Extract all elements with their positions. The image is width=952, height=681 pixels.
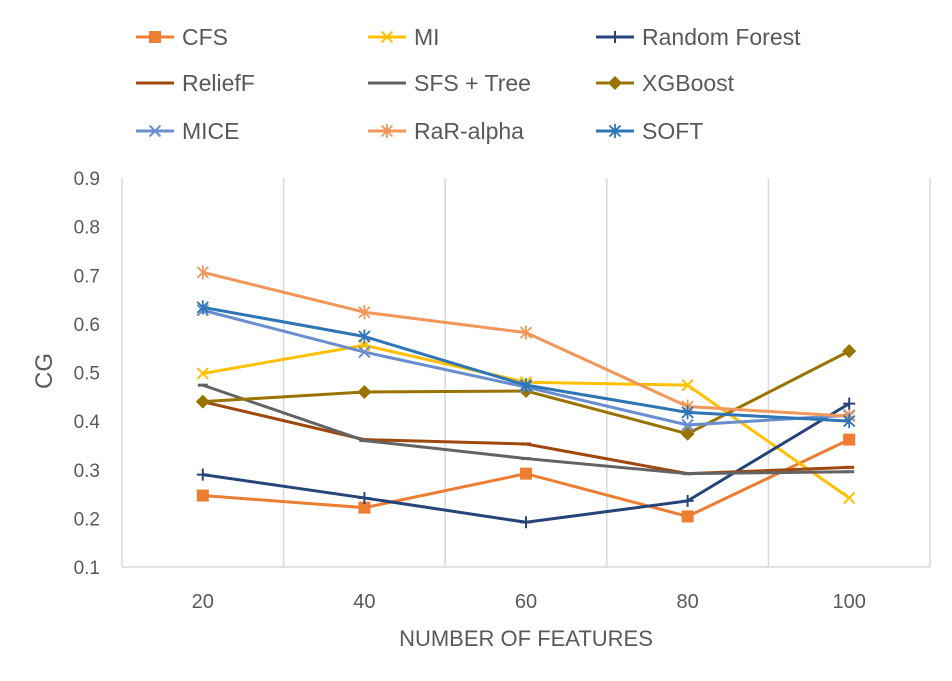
y-tick-label: 0.5 xyxy=(74,364,100,385)
data-point-marker xyxy=(843,397,856,410)
data-point-marker xyxy=(196,367,210,380)
data-point-marker xyxy=(681,405,694,420)
data-point-marker xyxy=(842,491,856,505)
y-tick-label: 0.7 xyxy=(74,266,100,287)
data-point-marker xyxy=(358,501,371,514)
series-cfs xyxy=(196,433,856,523)
data-point-marker xyxy=(681,378,694,392)
data-point-marker xyxy=(681,494,694,507)
data-point-marker xyxy=(843,414,856,429)
y-axis-title: CG xyxy=(31,353,58,389)
series-line xyxy=(202,305,850,423)
y-tick-label: 0.4 xyxy=(74,412,101,433)
series-relieff xyxy=(197,400,855,476)
legend-label: XGBoost xyxy=(642,70,735,96)
data-point-marker xyxy=(196,265,209,280)
data-point-marker xyxy=(358,305,371,320)
data-point-marker xyxy=(358,491,371,504)
data-point-marker xyxy=(608,124,622,138)
x-tick-label: 60 xyxy=(515,591,537,613)
data-point-marker xyxy=(380,124,394,138)
data-point-marker xyxy=(357,384,372,399)
data-point-marker xyxy=(609,31,621,43)
series-random-forest xyxy=(196,397,856,529)
data-point-marker xyxy=(380,30,394,44)
legend-item: MICE xyxy=(136,118,240,144)
x-axis-title: NUMBER OF FEATURES xyxy=(399,626,653,651)
data-point-marker xyxy=(842,344,857,359)
legend-item: CFS xyxy=(136,24,228,50)
series-soft xyxy=(196,300,856,429)
data-point-marker xyxy=(681,510,694,523)
legend: CFS MI Random Forest ReliefF SFS + Tree XGBoo… xyxy=(136,24,801,144)
y-tick-label: 0.1 xyxy=(74,558,100,579)
series-layer xyxy=(195,265,857,529)
data-point-marker xyxy=(608,76,622,90)
legend-item: MI xyxy=(368,24,440,50)
data-point-marker xyxy=(195,394,210,409)
data-point-marker xyxy=(843,433,856,446)
legend-label: RaR-alpha xyxy=(414,118,524,144)
data-point-marker xyxy=(519,378,533,393)
data-point-marker xyxy=(680,426,695,441)
legend-label: MICE xyxy=(182,118,240,144)
legend-item: ReliefF xyxy=(136,70,255,96)
legend-item: SOFT xyxy=(596,118,703,144)
data-point-marker xyxy=(520,467,532,480)
y-tick-label: 0.2 xyxy=(74,509,100,530)
y-tick-label: 0.9 xyxy=(74,169,100,190)
legend-label: CFS xyxy=(182,24,228,50)
data-point-marker xyxy=(520,516,532,529)
x-tick-label: 80 xyxy=(676,591,698,613)
y-tick-label: 0.3 xyxy=(74,461,100,482)
legend-item: SFS + Tree xyxy=(368,70,531,96)
legend-item: Random Forest xyxy=(596,24,801,50)
y-tick-label: 0.6 xyxy=(74,315,100,336)
axes: 0.1 0.2 0.3 0.4 0.5 0.6 0.7 0.8 0.9 20 40 60 80 100 xyxy=(74,169,930,613)
data-point-marker xyxy=(681,418,694,432)
legend-item: RaR-alpha xyxy=(368,118,524,144)
x-tick-label: 100 xyxy=(833,591,866,613)
data-point-marker xyxy=(196,468,209,481)
x-tick-label: 20 xyxy=(192,591,214,613)
data-point-marker xyxy=(148,124,162,138)
legend-label: SFS + Tree xyxy=(414,70,531,96)
data-point-marker xyxy=(196,489,209,502)
legend-item: XGBoost xyxy=(596,70,735,96)
data-point-marker xyxy=(149,31,161,43)
legend-label: ReliefF xyxy=(182,70,255,96)
grid-lines xyxy=(121,178,931,567)
y-tick-label: 0.8 xyxy=(74,218,100,239)
x-tick-label: 40 xyxy=(353,591,375,613)
data-point-marker xyxy=(196,300,209,315)
data-point-marker xyxy=(358,329,371,344)
data-point-marker xyxy=(358,345,371,359)
series-sfs-tree xyxy=(197,383,855,476)
legend-label: SOFT xyxy=(642,118,703,144)
legend-label: MI xyxy=(414,24,440,50)
legend-label: Random Forest xyxy=(642,24,801,50)
data-point-marker xyxy=(519,325,533,340)
